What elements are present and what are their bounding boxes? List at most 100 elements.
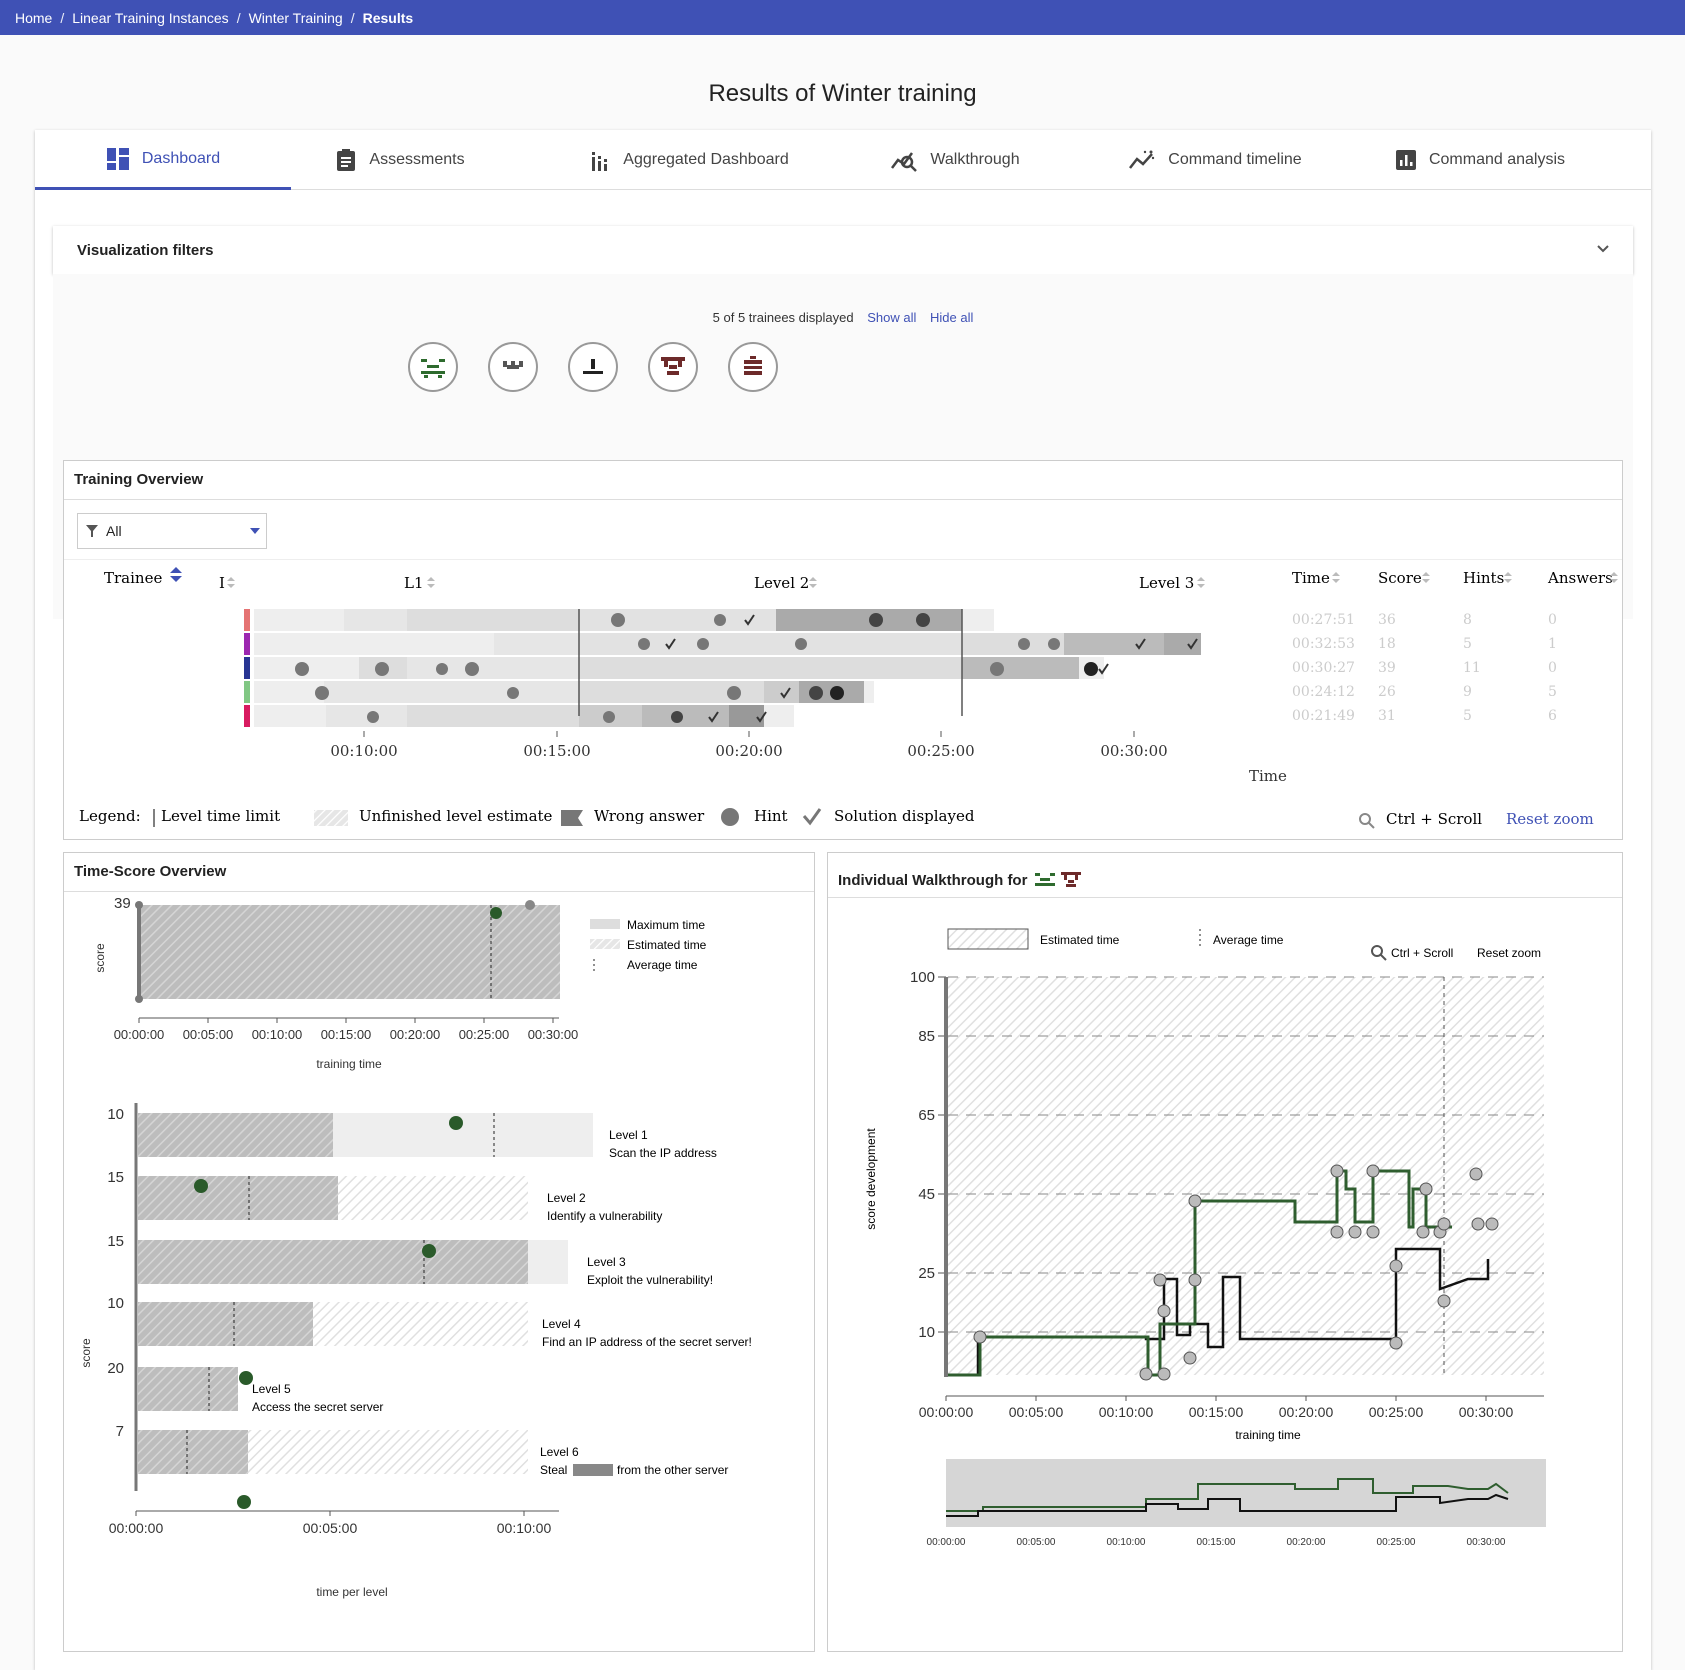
- zoom-icon: [1371, 945, 1383, 957]
- breadcrumb-home[interactable]: Home: [15, 9, 53, 26]
- trainee-time: 00:24:12: [1292, 684, 1355, 700]
- column-level-3[interactable]: Level 3: [1139, 574, 1194, 592]
- tab-aggregated-dashboard[interactable]: Aggregated Dashboard: [575, 130, 805, 190]
- sort-icon[interactable]: [1610, 572, 1618, 576]
- walkthrough-reset-zoom[interactable]: Reset zoom: [1477, 946, 1541, 960]
- divider: [64, 559, 1622, 560]
- divider: [64, 891, 814, 892]
- tab-label: Dashboard: [141, 149, 221, 167]
- level-filter-value: All: [106, 523, 122, 539]
- axis-end: [135, 995, 143, 1003]
- stats-header-score[interactable]: Score: [1378, 569, 1422, 587]
- avatar[interactable]: [568, 342, 618, 392]
- walkthrough-x-ticks: 00:00:00 00:05:00 00:10:00 00:15:00 00:20:00…: [919, 1396, 1514, 1420]
- trainee-time: 00:21:49: [1292, 708, 1355, 724]
- x-tick-label: 00:30:00: [1459, 1404, 1514, 1420]
- trainee-color-bar: [244, 681, 250, 703]
- zoom-hint: Ctrl + Scroll: [1386, 810, 1482, 828]
- legend-solution: Solution displayed: [834, 807, 975, 825]
- bottom-y-label: score: [79, 1338, 93, 1368]
- chevron-down-icon[interactable]: [1595, 240, 1611, 256]
- level-desc: Identify a vulnerability: [547, 1209, 662, 1223]
- y-tick-label: 10: [918, 1324, 935, 1341]
- time-score-chart[interactable]: 39 score 00:00:00 00:05:00 00:10:00 00:15:0…: [64, 893, 814, 1651]
- stats-header-hints[interactable]: Hints: [1463, 569, 1504, 587]
- solution-markers: [665, 614, 1198, 723]
- stats-header-answers[interactable]: Answers: [1547, 569, 1613, 587]
- level-segment: [579, 609, 776, 631]
- hint-marker: [436, 663, 448, 675]
- level-desc: Find an IP address of the secret server!: [542, 1335, 752, 1349]
- sort-desc-icon[interactable]: [170, 576, 182, 582]
- reset-zoom-button[interactable]: Reset zoom: [1506, 810, 1594, 828]
- redacted-block: [573, 1464, 613, 1476]
- sort-icon[interactable]: [1332, 572, 1340, 576]
- legend-wrong-answer: Wrong answer: [594, 807, 705, 825]
- level-filter-select[interactable]: All: [77, 513, 267, 549]
- avatar[interactable]: [488, 342, 538, 392]
- data-point: [1330, 1164, 1344, 1178]
- estimated-area: [948, 977, 1544, 1375]
- trainee-count: 5 of 5 trainees displayed Show all Hide …: [53, 310, 1633, 325]
- trainee-time: 00:32:53: [1292, 636, 1355, 652]
- show-all-link[interactable]: Show all: [867, 310, 917, 325]
- data-point: [1139, 1367, 1153, 1381]
- trainee-color-bar: [244, 609, 250, 631]
- page-title: Results of Winter training: [708, 80, 977, 107]
- sort-icon[interactable]: [227, 577, 235, 581]
- tab-label: Command analysis: [1428, 151, 1566, 168]
- hide-all-link[interactable]: Hide all: [929, 310, 974, 325]
- level-segment: [407, 609, 579, 631]
- avatar[interactable]: [648, 342, 698, 392]
- data-point: [973, 1330, 987, 1344]
- visualization-filters-header[interactable]: Visualization filters: [53, 226, 1633, 274]
- dashboard-icon: [106, 147, 129, 170]
- trainee-hints: 5: [1463, 636, 1472, 652]
- avatar[interactable]: [728, 342, 778, 392]
- avatar-identicon-green: [1035, 873, 1056, 886]
- trainee-answers: 0: [1548, 660, 1557, 676]
- tab-walkthrough[interactable]: Walkthrough: [875, 130, 1035, 190]
- hint-marker: [830, 686, 844, 700]
- avatar[interactable]: [408, 342, 458, 392]
- avatar-identicon-green: [421, 359, 445, 378]
- y-tick-label: 100: [910, 969, 935, 986]
- sort-icon[interactable]: [809, 577, 817, 581]
- legend-solution-icon: [802, 808, 822, 826]
- filters-title: Visualization filters: [77, 241, 214, 259]
- x-tick-label: 00:30:00: [1100, 742, 1167, 760]
- training-overview-chart[interactable]: Trainee I L1 Level 2 Level 3 Time Score …: [64, 561, 1619, 839]
- top-y-label: score: [93, 943, 107, 973]
- column-level-2[interactable]: Level 2: [754, 574, 809, 592]
- sort-icon[interactable]: [1504, 572, 1512, 576]
- column-trainee[interactable]: Trainee: [104, 569, 162, 587]
- breadcrumb-linear-training-instances[interactable]: Linear Training Instances: [72, 9, 229, 26]
- avatar-identicon-brown: [1061, 872, 1082, 887]
- hint-marker: [375, 662, 389, 676]
- sort-icon[interactable]: [1197, 577, 1205, 581]
- walkthrough-header: Individual Walkthrough for: [838, 871, 1083, 889]
- avatar-identicon-black: [583, 359, 603, 374]
- y-tick-label: 25: [918, 1265, 935, 1282]
- tab-assessments[interactable]: Assessments: [325, 130, 475, 190]
- column-intro[interactable]: I: [219, 574, 225, 592]
- sort-icon[interactable]: [1422, 572, 1430, 576]
- level-desc-suffix: from the other server: [617, 1463, 728, 1477]
- level-estimated-bar: [138, 1240, 528, 1284]
- stats-header-time[interactable]: Time: [1292, 569, 1330, 587]
- bar-chart-icon: [592, 152, 608, 171]
- x-tick-label: 00:00:00: [919, 1404, 974, 1420]
- hint-marker: [1084, 662, 1098, 676]
- sort-icon[interactable]: [427, 577, 435, 581]
- walkthrough-chart[interactable]: Estimated time Average time Ctrl + Scrol…: [828, 899, 1622, 1651]
- trainee-path-black: [948, 1247, 1490, 1377]
- breadcrumb-winter-training[interactable]: Winter Training: [248, 9, 343, 26]
- tab-dashboard[interactable]: Dashboard: [35, 130, 291, 190]
- tab-command-analysis[interactable]: Command analysis: [1380, 130, 1580, 190]
- training-overview-panel: Training Overview All Trainee I L1 Level…: [63, 460, 1623, 840]
- sort-asc-icon[interactable]: [170, 567, 182, 573]
- tab-command-timeline[interactable]: Command timeline: [1115, 130, 1315, 190]
- column-l1[interactable]: L1: [404, 574, 424, 592]
- level-estimated-bar: [138, 1367, 238, 1411]
- data-point: [1471, 1217, 1485, 1231]
